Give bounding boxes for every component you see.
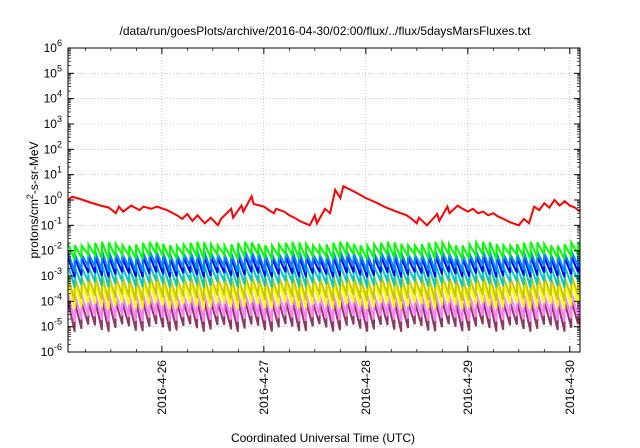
y-tick-label-exponent: -2 [54,241,62,251]
x-tick-label: 2016-4-27 [257,360,271,415]
y-tick-label-base: 10 [44,168,58,182]
y-axis-label-superscript: 2 [25,194,35,199]
y-tick-label: 102 [44,139,62,156]
y-axis-label-part: protons/cm [27,199,41,258]
y-tick-label-base: 10 [41,244,55,258]
x-tick-label: 2016-4-30 [563,360,577,415]
y-tick-label-exponent: 0 [57,190,62,200]
y-tick-label-base: 10 [44,193,58,207]
y-tick-label-base: 10 [41,269,55,283]
y-tick-label: 106 [44,38,62,55]
y-tick-label-exponent: -1 [54,215,62,225]
y-tick-label-exponent: -3 [54,266,62,276]
y-tick-label-exponent: 5 [57,63,62,73]
y-tick-label: 10-1 [41,215,62,232]
x-axis-label: Coordinated Universal Time (UTC) [231,431,415,445]
y-axis-label-part: -s-sr-MeV [27,141,41,194]
y-tick-label-base: 10 [41,294,55,308]
y-tick-label-base: 10 [41,218,55,232]
y-tick-label: 10-4 [41,291,62,308]
y-tick-label-base: 10 [44,66,58,80]
y-tick-label-exponent: 3 [57,114,62,124]
y-tick-label-exponent: -4 [54,291,62,301]
series-line [68,238,580,262]
data-series [68,184,580,332]
y-tick-label-exponent: 1 [57,165,62,175]
x-axis-ticks: 2016-4-26 2016-4-27 2016-4-28 2016-4-29 2016… [84,48,577,415]
y-tick-label: 10-3 [41,266,62,283]
y-tick-label: 104 [44,89,62,106]
y-tick-label-base: 10 [44,142,58,156]
y-tick-label-exponent: -6 [54,342,62,352]
y-tick-label-base: 10 [41,320,55,334]
y-tick-label-exponent: -5 [54,317,62,327]
y-tick-label-exponent: 4 [57,89,62,99]
y-tick-label-base: 10 [44,92,58,106]
y-tick-label: 10-5 [41,317,62,334]
x-tick-label: 2016-4-29 [461,360,475,415]
series-line [68,184,580,228]
y-tick-label-base: 10 [41,345,55,359]
y-tick-label-base: 10 [44,41,58,55]
y-tick-label: 101 [44,165,62,182]
y-tick-label-base: 10 [44,117,58,131]
x-tick-label: 2016-4-26 [155,360,169,415]
y-tick-label: 103 [44,114,62,131]
y-tick-label: 100 [44,190,62,207]
y-tick-label: 10-2 [41,241,62,258]
chart-title: /data/run/goesPlots/archive/2016-04-30/0… [120,24,532,38]
y-tick-label: 10-6 [41,342,62,359]
y-tick-label-exponent: 2 [57,139,62,149]
y-tick-label-exponent: 6 [57,38,62,48]
y-axis-label: protons/cm2-s-sr-MeV [25,141,41,258]
x-tick-label: 2016-4-28 [359,360,373,415]
y-axis-ticks: 10-610-510-410-310-210-11001011021031041… [41,38,580,359]
y-tick-label: 105 [44,63,62,80]
